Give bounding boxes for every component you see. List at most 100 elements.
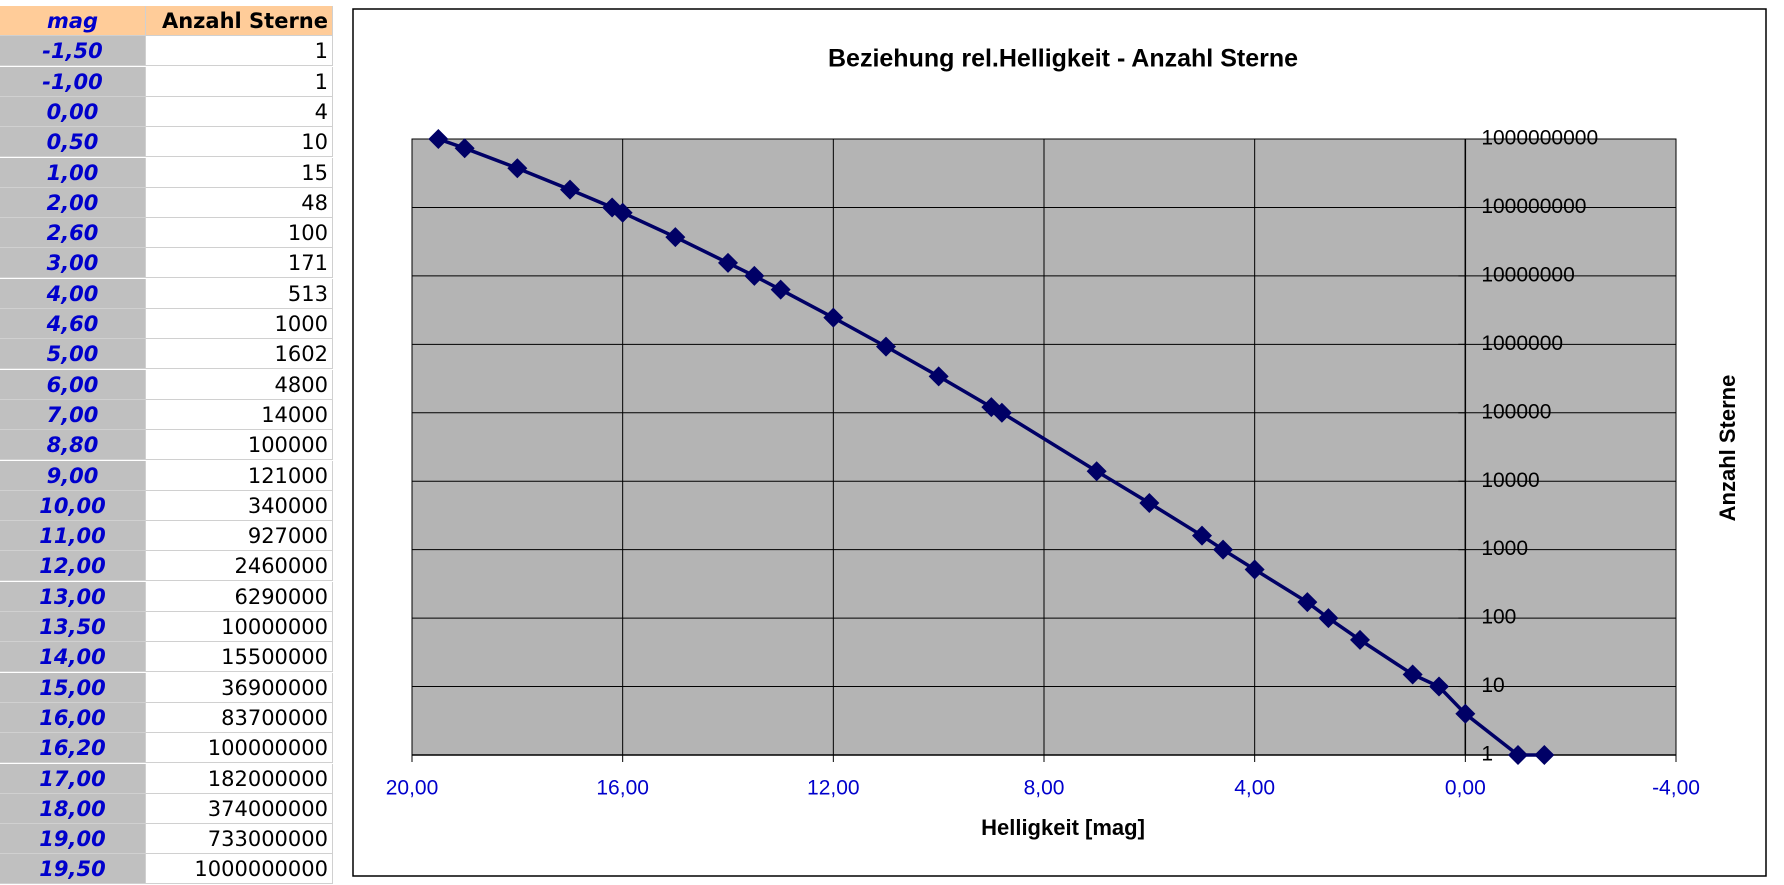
- data-point: [560, 179, 580, 200]
- data-point: [602, 197, 623, 218]
- mag-cell: 14,00: [0, 642, 146, 673]
- x-tick-label: 20,00: [386, 777, 439, 800]
- mag-cell: 5,00: [0, 339, 146, 370]
- count-cell: 6290000: [146, 581, 333, 612]
- data-point: [1086, 461, 1107, 482]
- data-point: [1297, 592, 1318, 613]
- mag-cell: 2,00: [0, 187, 146, 218]
- count-cell: 374000000: [146, 793, 333, 824]
- mag-cell: 11,00: [0, 521, 146, 552]
- data-point: [823, 307, 844, 328]
- data-point: [1244, 559, 1265, 580]
- data-point: [928, 366, 949, 387]
- x-tick-label: -4,00: [1652, 777, 1700, 800]
- data-point: [428, 129, 449, 149]
- y-axis-label: Anzahl Sterne: [1715, 375, 1740, 522]
- count-cell: 733000000: [146, 824, 333, 855]
- header-cell: Anzahl Sterne: [146, 6, 333, 36]
- count-cell: 10000000: [146, 612, 333, 642]
- mag-cell: 3,00: [0, 248, 146, 279]
- mag-cell: 15,00: [0, 672, 146, 703]
- data-point: [718, 252, 738, 273]
- mag-cell: 2,60: [0, 218, 146, 249]
- data-point: [1508, 745, 1528, 765]
- mag-cell: 8,80: [0, 430, 146, 461]
- count-cell: 1000000000: [146, 854, 333, 885]
- header-cell: mag: [0, 6, 146, 36]
- y-tick-label: 1000: [1481, 537, 1528, 560]
- y-tick-label: 100000000: [1481, 195, 1586, 218]
- count-cell: 2460000: [146, 551, 333, 582]
- data-point: [876, 336, 896, 357]
- x-tick-label: 0,00: [1445, 777, 1486, 800]
- count-cell: 1: [146, 66, 333, 97]
- count-cell: 14000: [146, 399, 333, 430]
- count-cell: 1: [146, 36, 333, 67]
- data-point: [1350, 629, 1370, 650]
- data-point: [1192, 525, 1212, 546]
- data-point: [1402, 664, 1423, 685]
- count-cell: 48: [146, 187, 333, 218]
- mag-cell: 9,00: [0, 460, 146, 491]
- data-point: [507, 158, 528, 179]
- count-cell: 4: [146, 96, 333, 127]
- data-point: [981, 397, 1002, 418]
- data-point: [1429, 676, 1449, 697]
- count-cell: 513: [146, 278, 333, 309]
- mag-cell: 17,00: [0, 763, 146, 794]
- y-tick-label: 1000000000: [1481, 127, 1598, 150]
- count-cell: 4800: [146, 369, 333, 400]
- y-tick-label: 1000000: [1481, 332, 1563, 355]
- mag-cell: 13,00: [0, 581, 146, 612]
- count-cell: 1602: [146, 339, 333, 370]
- mag-cell: 4,60: [0, 309, 146, 339]
- y-tick-label: 100000: [1481, 400, 1551, 423]
- count-cell: 15500000: [146, 642, 333, 673]
- count-cell: 340000: [146, 490, 333, 521]
- data-point: [665, 227, 686, 248]
- y-tick-label: 10: [1481, 674, 1504, 697]
- x-tick-label: 12,00: [807, 777, 860, 800]
- x-tick-label: 4,00: [1234, 777, 1275, 800]
- mag-cell: 7,00: [0, 399, 146, 430]
- mag-cell: -1,50: [0, 36, 146, 67]
- x-axis-label: Helligkeit [mag]: [981, 815, 1145, 840]
- mag-cell: 12,00: [0, 551, 146, 582]
- data-point: [1455, 703, 1476, 724]
- y-tick-label: 10000000: [1481, 263, 1574, 286]
- count-cell: 100000000: [146, 733, 333, 764]
- count-cell: 100: [146, 218, 333, 249]
- mag-cell: 19,00: [0, 824, 146, 855]
- mag-cell: 1,00: [0, 157, 146, 188]
- count-cell: 927000: [146, 521, 333, 552]
- mag-cell: 13,50: [0, 612, 146, 642]
- data-point: [770, 279, 791, 300]
- y-tick-label: 1: [1481, 743, 1493, 766]
- count-cell: 121000: [146, 460, 333, 491]
- mag-cell: 19,50: [0, 854, 146, 885]
- mag-cell: 0,50: [0, 127, 146, 158]
- mag-cell: 0,00: [0, 96, 146, 127]
- y-tick-label: 100: [1481, 606, 1516, 629]
- mag-cell: 16,00: [0, 702, 146, 733]
- data-point: [454, 138, 475, 159]
- data-point: [1213, 539, 1234, 560]
- data-point: [1139, 493, 1160, 514]
- count-cell: 1000: [146, 309, 333, 339]
- mag-cell: 18,00: [0, 793, 146, 824]
- x-tick-label: 16,00: [596, 777, 649, 800]
- count-cell: 100000: [146, 430, 333, 461]
- data-point: [1318, 608, 1339, 629]
- y-tick-label: 10000: [1481, 469, 1539, 492]
- count-cell: 10: [146, 127, 333, 158]
- mag-cell: 16,20: [0, 733, 146, 764]
- chart-title: Beziehung rel.Helligkeit - Anzahl Sterne: [828, 45, 1298, 73]
- x-tick-label: 8,00: [1024, 777, 1065, 800]
- mag-cell: -1,00: [0, 66, 146, 97]
- count-cell: 15: [146, 157, 333, 188]
- mag-cell: 10,00: [0, 490, 146, 521]
- mag-cell: 6,00: [0, 369, 146, 400]
- count-cell: 182000000: [146, 763, 333, 794]
